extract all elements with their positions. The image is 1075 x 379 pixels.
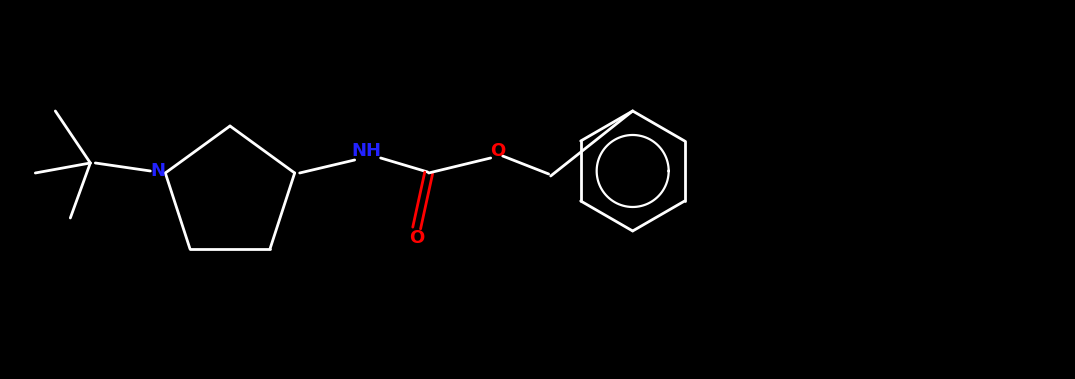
- Text: N: N: [151, 162, 166, 180]
- Text: NH: NH: [352, 142, 382, 160]
- Text: O: O: [490, 142, 505, 160]
- Text: O: O: [410, 229, 425, 247]
